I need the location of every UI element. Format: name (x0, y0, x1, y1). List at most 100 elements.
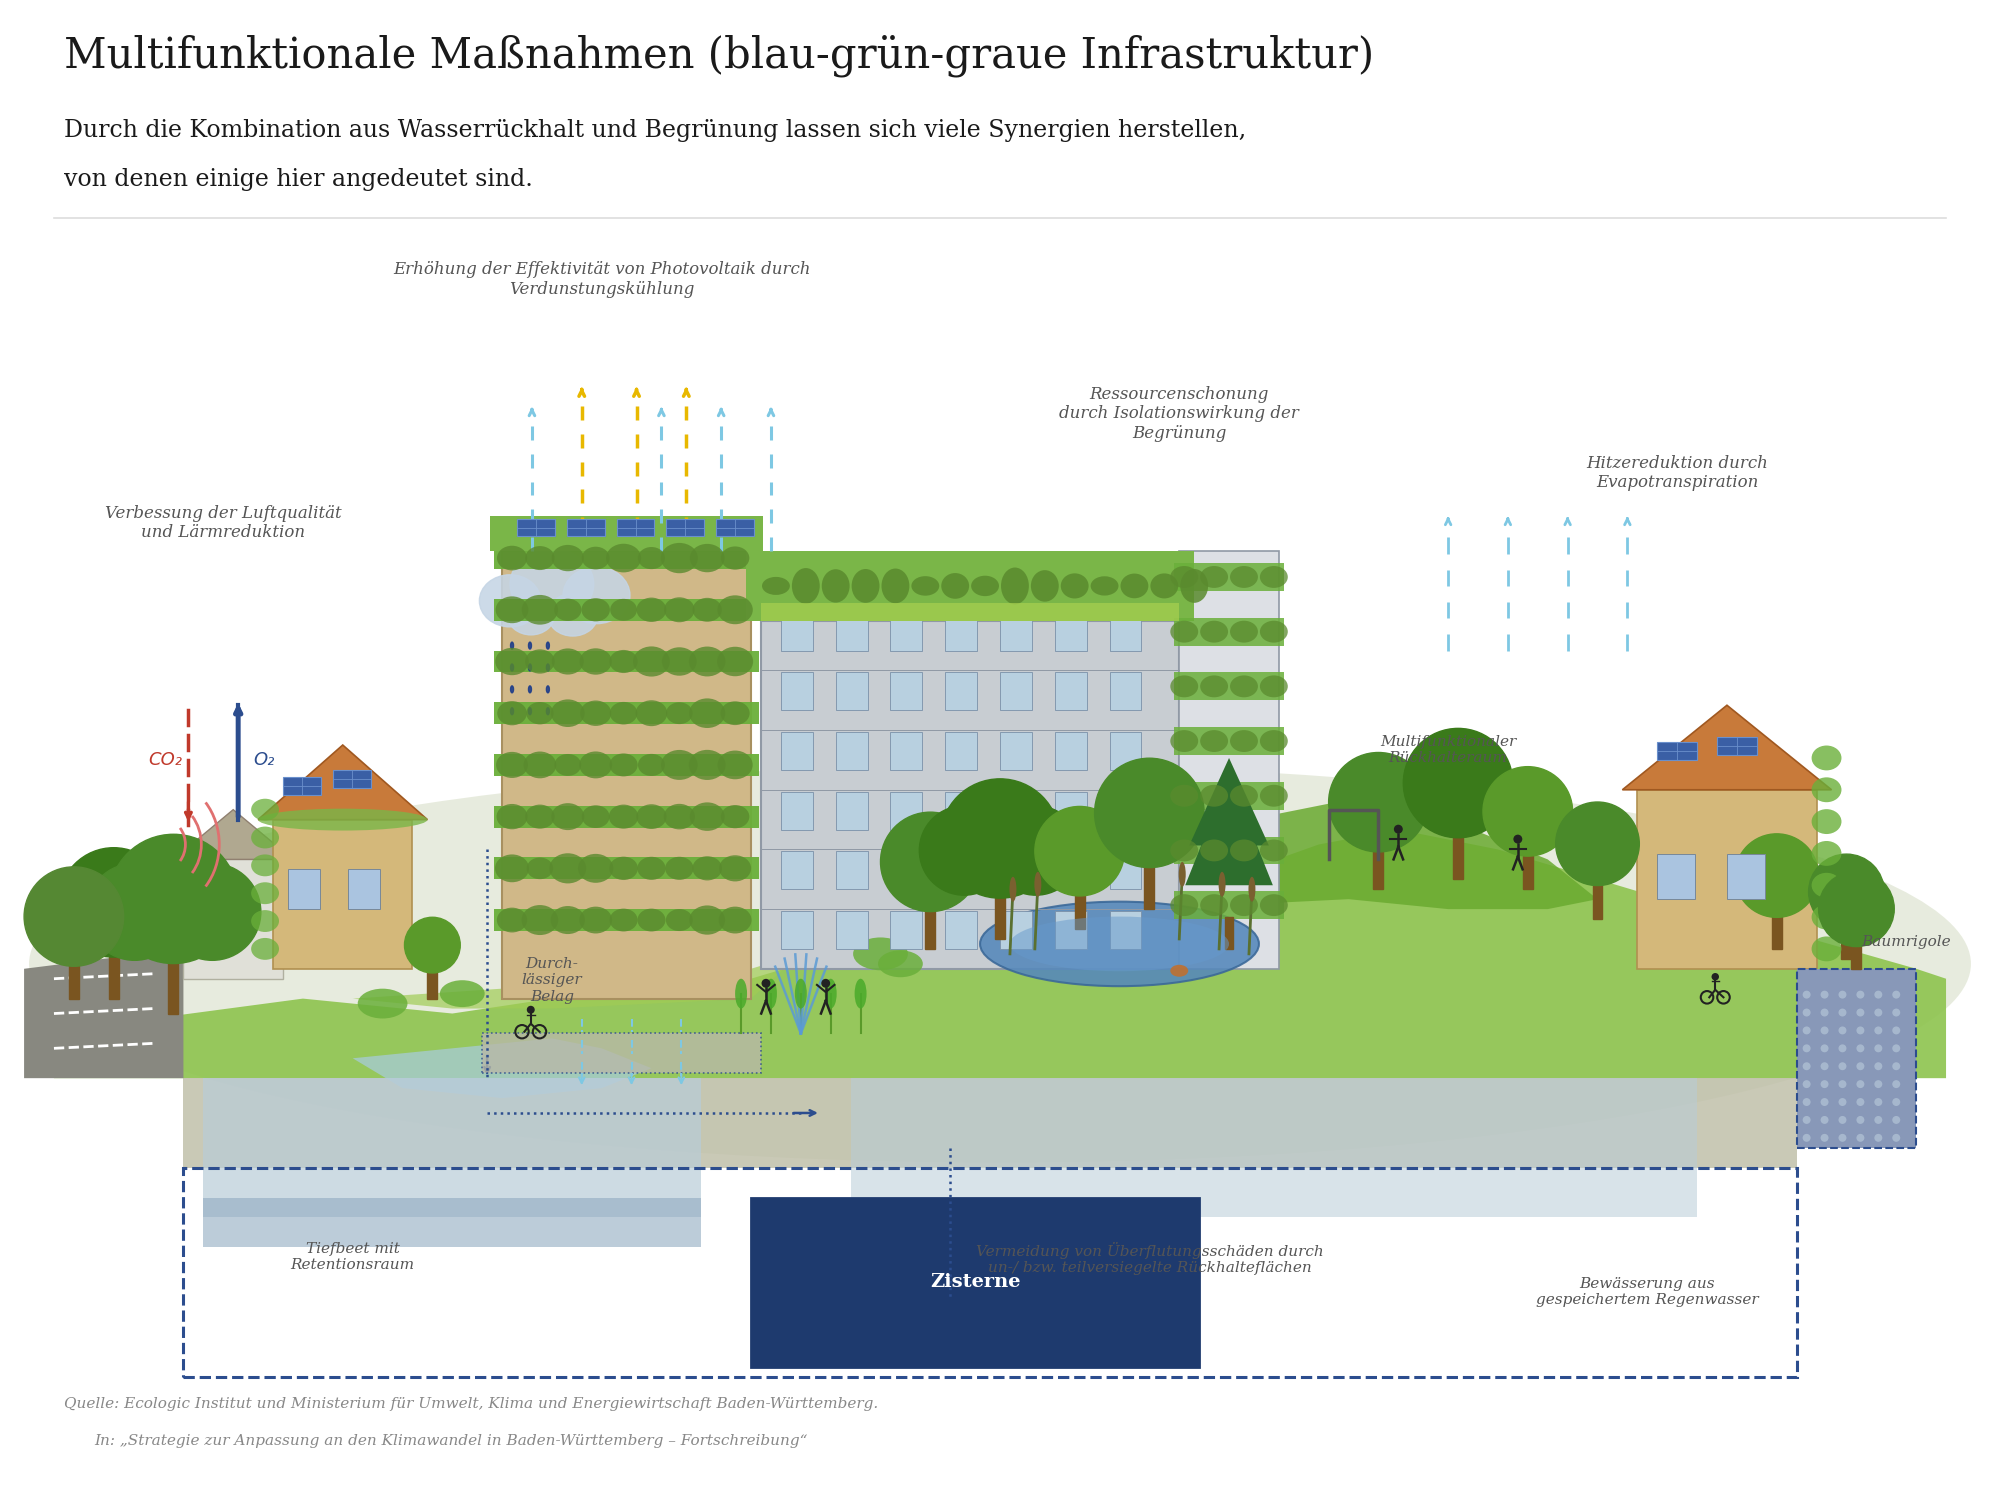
Bar (494, 858, 760, 879)
Bar (1796, 969, 1916, 1148)
Bar (760, 621, 1180, 969)
Circle shape (1802, 1062, 1810, 1070)
Bar (836, 672, 868, 710)
Ellipse shape (510, 686, 514, 693)
Ellipse shape (548, 594, 598, 636)
Ellipse shape (736, 978, 748, 1008)
Bar (890, 792, 922, 830)
Ellipse shape (258, 808, 428, 831)
Bar (836, 852, 868, 889)
Text: In: „Strategie zur Anpassung an den Klimawandel in Baden-Württemberg – Fortschre: In: „Strategie zur Anpassung an den Klim… (94, 1434, 808, 1448)
Circle shape (1820, 1134, 1828, 1142)
Ellipse shape (878, 951, 922, 976)
Ellipse shape (580, 906, 612, 933)
Ellipse shape (608, 804, 638, 828)
Bar (780, 732, 812, 770)
Circle shape (1734, 834, 1818, 918)
Text: Verbessung der Luftqualität
und Lärmreduktion: Verbessung der Luftqualität und Lärmredu… (104, 504, 342, 542)
Ellipse shape (638, 548, 666, 568)
Bar (1174, 728, 1284, 754)
Text: Vermeidung von Überflutungsschäden durch
un-/ bzw. teilversiegelte Rückhaltefläc: Vermeidung von Überflutungsschäden durch… (976, 1242, 1324, 1275)
Ellipse shape (720, 855, 752, 882)
Ellipse shape (552, 802, 584, 830)
Polygon shape (258, 746, 428, 819)
Bar (1054, 614, 1086, 651)
Ellipse shape (1200, 621, 1228, 642)
Ellipse shape (792, 568, 820, 604)
Circle shape (1874, 1098, 1882, 1106)
Ellipse shape (1090, 576, 1118, 596)
Polygon shape (850, 800, 1598, 950)
Ellipse shape (1150, 573, 1178, 598)
Ellipse shape (1170, 621, 1198, 642)
Bar (1110, 614, 1142, 651)
Circle shape (1820, 1080, 1828, 1088)
Bar (1054, 910, 1086, 950)
Ellipse shape (692, 598, 722, 621)
Ellipse shape (720, 702, 750, 724)
Ellipse shape (552, 544, 584, 572)
Ellipse shape (854, 978, 866, 1008)
Bar (946, 732, 978, 770)
Circle shape (880, 812, 980, 912)
Circle shape (1802, 1080, 1810, 1088)
Ellipse shape (496, 855, 530, 882)
Ellipse shape (662, 648, 696, 675)
Ellipse shape (1218, 871, 1226, 897)
Ellipse shape (638, 909, 666, 932)
Ellipse shape (1230, 730, 1258, 752)
Ellipse shape (580, 648, 612, 675)
Circle shape (1712, 974, 1718, 981)
Ellipse shape (564, 567, 630, 624)
Ellipse shape (912, 576, 940, 596)
Ellipse shape (852, 568, 880, 603)
Text: Baumrigole: Baumrigole (1862, 934, 1952, 950)
Ellipse shape (496, 648, 528, 675)
Text: von denen einige hier angedeutet sind.: von denen einige hier angedeutet sind. (64, 168, 532, 192)
Ellipse shape (1180, 568, 1208, 603)
Ellipse shape (610, 753, 638, 777)
Ellipse shape (1178, 862, 1186, 886)
Circle shape (1892, 1026, 1900, 1035)
Bar (494, 651, 760, 672)
Circle shape (1820, 990, 1828, 999)
Bar (1174, 672, 1284, 700)
Circle shape (1820, 1044, 1828, 1053)
Bar (946, 792, 978, 830)
Circle shape (1514, 834, 1522, 843)
Ellipse shape (546, 664, 550, 670)
Circle shape (1808, 853, 1884, 930)
Ellipse shape (1260, 894, 1288, 916)
Bar (850, 1078, 1698, 1218)
Polygon shape (54, 830, 1946, 1078)
Bar (494, 909, 760, 932)
Circle shape (1802, 1098, 1810, 1106)
Bar (1054, 792, 1086, 830)
Bar (890, 852, 922, 889)
Ellipse shape (252, 938, 280, 960)
Ellipse shape (610, 598, 636, 621)
Bar (890, 614, 922, 651)
Ellipse shape (496, 752, 528, 778)
Ellipse shape (550, 699, 584, 728)
Bar (566, 519, 604, 536)
Bar (946, 672, 978, 710)
Bar (1000, 910, 1032, 950)
Ellipse shape (1170, 730, 1198, 752)
Ellipse shape (1230, 621, 1258, 642)
Ellipse shape (1812, 842, 1842, 866)
Bar (1110, 852, 1142, 889)
Bar (1054, 852, 1086, 889)
Ellipse shape (690, 802, 724, 831)
Ellipse shape (252, 910, 280, 932)
Circle shape (920, 806, 1008, 895)
Bar (502, 550, 752, 999)
Bar (288, 870, 320, 909)
Circle shape (1892, 1134, 1900, 1142)
Circle shape (86, 864, 184, 960)
Bar (494, 702, 760, 724)
Ellipse shape (1010, 878, 1016, 902)
Bar (1110, 910, 1142, 950)
Ellipse shape (554, 598, 582, 621)
Polygon shape (174, 810, 292, 859)
